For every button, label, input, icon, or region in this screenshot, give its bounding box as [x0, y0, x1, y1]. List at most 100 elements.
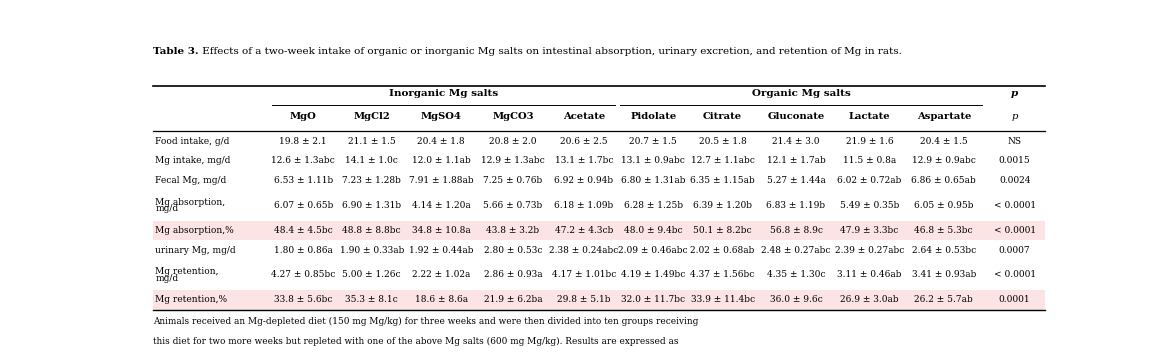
Text: 20.4 ± 1.8: 20.4 ± 1.8 [418, 137, 465, 146]
Text: Table 3.: Table 3. [152, 47, 198, 56]
Text: MgSO4: MgSO4 [421, 112, 462, 121]
Text: 48.4 ± 4.5bc: 48.4 ± 4.5bc [274, 226, 333, 235]
Text: 2.86 ± 0.93a: 2.86 ± 0.93a [484, 271, 542, 279]
Text: p: p [1011, 89, 1019, 98]
Text: 21.1 ± 1.5: 21.1 ± 1.5 [348, 137, 395, 146]
Text: 47.9 ± 3.3bc: 47.9 ± 3.3bc [840, 226, 899, 235]
Text: 33.8 ± 5.6bc: 33.8 ± 5.6bc [274, 295, 333, 304]
Text: 6.02 ± 0.72ab: 6.02 ± 0.72ab [837, 176, 901, 185]
Text: Acetate: Acetate [563, 112, 605, 121]
Text: 6.07 ± 0.65b: 6.07 ± 0.65b [273, 201, 333, 210]
Text: Mg retention,: Mg retention, [156, 267, 219, 276]
Text: 3.11 ± 0.46ab: 3.11 ± 0.46ab [837, 271, 901, 279]
Text: 12.9 ± 0.9abc: 12.9 ± 0.9abc [912, 157, 976, 165]
Text: Fecal Mg, mg/d: Fecal Mg, mg/d [156, 176, 227, 185]
Text: 21.9 ± 1.6: 21.9 ± 1.6 [846, 137, 893, 146]
Text: 0.0015: 0.0015 [999, 157, 1030, 165]
Text: 0.0024: 0.0024 [999, 176, 1030, 185]
Text: 7.25 ± 0.76b: 7.25 ± 0.76b [484, 176, 543, 185]
Text: 6.86 ± 0.65ab: 6.86 ± 0.65ab [912, 176, 976, 185]
Text: 19.8 ± 2.1: 19.8 ± 2.1 [279, 137, 327, 146]
Text: 20.8 ± 2.0: 20.8 ± 2.0 [490, 137, 537, 146]
Text: 46.8 ± 5.3bc: 46.8 ± 5.3bc [914, 226, 973, 235]
Text: 21.4 ± 3.0: 21.4 ± 3.0 [772, 137, 820, 146]
Text: Effects of a two-week intake of organic or inorganic Mg salts on intestinal abso: Effects of a two-week intake of organic … [200, 47, 902, 56]
Bar [152, 290, 1044, 310]
Text: 4.14 ± 1.20a: 4.14 ± 1.20a [412, 201, 471, 210]
Text: Lactate: Lactate [849, 112, 890, 121]
Text: Citrate: Citrate [704, 112, 742, 121]
Text: 1.92 ± 0.44ab: 1.92 ± 0.44ab [409, 246, 473, 255]
Text: 5.66 ± 0.73b: 5.66 ± 0.73b [484, 201, 543, 210]
Text: Mg absorption,: Mg absorption, [156, 198, 226, 207]
Text: 2.38 ± 0.24abc: 2.38 ± 0.24abc [549, 246, 619, 255]
Text: 32.0 ± 11.7bc: 32.0 ± 11.7bc [621, 295, 685, 304]
Text: 33.9 ± 11.4bc: 33.9 ± 11.4bc [691, 295, 755, 304]
Text: 14.1 ± 1.0c: 14.1 ± 1.0c [345, 157, 398, 165]
Text: Animals received an Mg-depleted diet (150 mg Mg/kg) for three weeks and were the: Animals received an Mg-depleted diet (15… [152, 317, 698, 326]
Text: 0.0001: 0.0001 [999, 295, 1030, 304]
Text: 1.80 ± 0.86a: 1.80 ± 0.86a [273, 246, 333, 255]
Text: 3.41 ± 0.93ab: 3.41 ± 0.93ab [912, 271, 976, 279]
Text: 48.0 ± 9.4bc: 48.0 ± 9.4bc [625, 226, 683, 235]
Text: 12.9 ± 1.3abc: 12.9 ± 1.3abc [481, 157, 544, 165]
Text: 50.1 ± 8.2bc: 50.1 ± 8.2bc [693, 226, 752, 235]
Text: 6.80 ± 1.31ab: 6.80 ± 1.31ab [621, 176, 685, 185]
Text: < 0.0001: < 0.0001 [993, 201, 1036, 210]
Text: this diet for two more weeks but repleted with one of the above Mg salts (600 mg: this diet for two more weeks but replete… [152, 337, 678, 346]
Text: 35.3 ± 8.1c: 35.3 ± 8.1c [345, 295, 398, 304]
Text: 47.2 ± 4.3cb: 47.2 ± 4.3cb [555, 226, 613, 235]
Text: 5.27 ± 1.44a: 5.27 ± 1.44a [766, 176, 826, 185]
Text: 6.92 ± 0.94b: 6.92 ± 0.94b [555, 176, 613, 185]
Text: 4.35 ± 1.30c: 4.35 ± 1.30c [766, 271, 826, 279]
Text: 7.23 ± 1.28b: 7.23 ± 1.28b [342, 176, 401, 185]
Text: Inorganic Mg salts: Inorganic Mg salts [388, 89, 498, 98]
Text: Organic Mg salts: Organic Mg salts [751, 89, 850, 98]
Text: 20.6 ± 2.5: 20.6 ± 2.5 [561, 137, 608, 146]
Text: Mg retention,%: Mg retention,% [156, 295, 228, 304]
Text: 13.1 ± 0.9abc: 13.1 ± 0.9abc [621, 157, 685, 165]
Text: Gluconate: Gluconate [768, 112, 825, 121]
Text: 26.9 ± 3.0ab: 26.9 ± 3.0ab [840, 295, 899, 304]
Text: 12.1 ± 1.7ab: 12.1 ± 1.7ab [766, 157, 826, 165]
Text: Food intake, g/d: Food intake, g/d [156, 137, 229, 146]
Text: 2.39 ± 0.27abc: 2.39 ± 0.27abc [835, 246, 904, 255]
Text: 6.53 ± 1.11b: 6.53 ± 1.11b [273, 176, 333, 185]
Text: 2.64 ± 0.53bc: 2.64 ± 0.53bc [912, 246, 976, 255]
Text: 2.22 ± 1.02a: 2.22 ± 1.02a [412, 271, 470, 279]
Text: NS: NS [1007, 137, 1021, 146]
Text: 6.28 ± 1.25b: 6.28 ± 1.25b [623, 201, 683, 210]
Text: 5.00 ± 1.26c: 5.00 ± 1.26c [342, 271, 401, 279]
Text: 6.35 ± 1.15ab: 6.35 ± 1.15ab [691, 176, 755, 185]
Text: urinary Mg, mg/d: urinary Mg, mg/d [156, 246, 236, 255]
Text: mg/d: mg/d [156, 274, 178, 283]
Text: 6.39 ± 1.20b: 6.39 ± 1.20b [693, 201, 752, 210]
Text: 4.17 ± 1.01bc: 4.17 ± 1.01bc [551, 271, 616, 279]
Text: 0.0007: 0.0007 [999, 246, 1030, 255]
Text: MgCl2: MgCl2 [354, 112, 390, 121]
Text: 4.27 ± 0.85bc: 4.27 ± 0.85bc [271, 271, 335, 279]
Text: 34.8 ± 10.8a: 34.8 ± 10.8a [412, 226, 471, 235]
Text: 2.09 ± 0.46abc: 2.09 ± 0.46abc [619, 246, 688, 255]
Text: 36.0 ± 9.6c: 36.0 ± 9.6c [770, 295, 822, 304]
Text: 12.6 ± 1.3abc: 12.6 ± 1.3abc [271, 157, 335, 165]
Text: 26.2 ± 5.7ab: 26.2 ± 5.7ab [914, 295, 973, 304]
Text: Aspartate: Aspartate [916, 112, 971, 121]
Text: 2.02 ± 0.68ab: 2.02 ± 0.68ab [691, 246, 755, 255]
Text: Pidolate: Pidolate [630, 112, 677, 121]
Text: 29.8 ± 5.1b: 29.8 ± 5.1b [557, 295, 611, 304]
Text: 48.8 ± 8.8bc: 48.8 ± 8.8bc [342, 226, 401, 235]
Text: 11.5 ± 0.8a: 11.5 ± 0.8a [843, 157, 896, 165]
Text: 20.4 ± 1.5: 20.4 ± 1.5 [920, 137, 968, 146]
Text: 2.80 ± 0.53c: 2.80 ± 0.53c [484, 246, 542, 255]
Text: 1.90 ± 0.33ab: 1.90 ± 0.33ab [340, 246, 404, 255]
Text: 4.37 ± 1.56bc: 4.37 ± 1.56bc [691, 271, 755, 279]
Text: < 0.0001: < 0.0001 [993, 226, 1036, 235]
Text: p: p [1012, 112, 1018, 121]
Text: MgCO3: MgCO3 [492, 112, 534, 121]
Text: < 0.0001: < 0.0001 [993, 271, 1036, 279]
Text: 43.8 ± 3.2b: 43.8 ± 3.2b [486, 226, 540, 235]
Text: Mg absorption,%: Mg absorption,% [156, 226, 234, 235]
Text: 2.48 ± 0.27abc: 2.48 ± 0.27abc [762, 246, 830, 255]
Text: Mg intake, mg/d: Mg intake, mg/d [156, 157, 230, 165]
